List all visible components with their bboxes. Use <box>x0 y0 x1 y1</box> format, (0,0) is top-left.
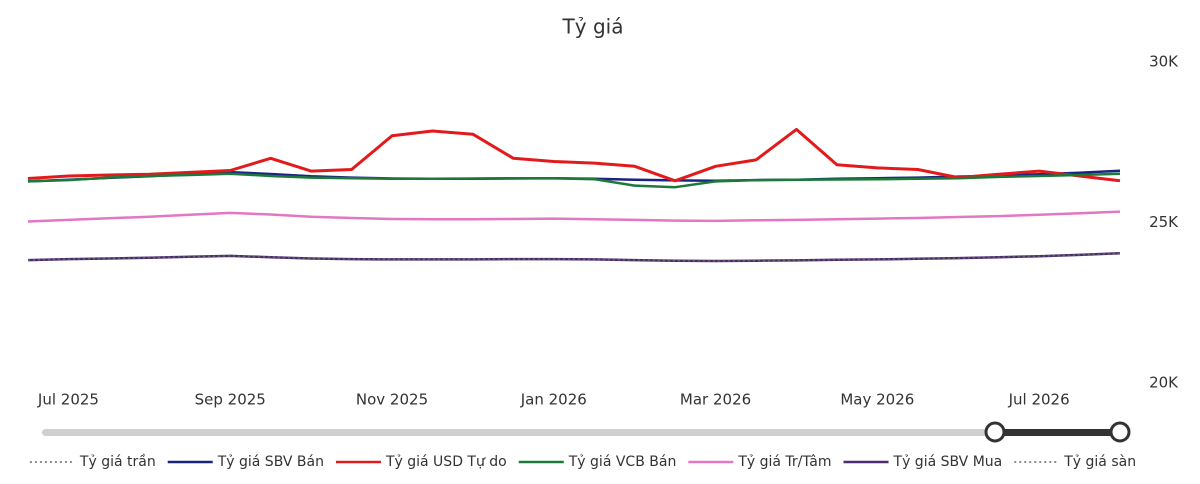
legend-label: Tỷ giá trần <box>79 454 156 470</box>
x-tick-label: Jul 2026 <box>1008 391 1070 409</box>
x-tick-label: Jan 2026 <box>520 391 587 409</box>
slider-range[interactable] <box>995 429 1120 436</box>
y-tick-label: 20K <box>1149 374 1179 392</box>
legend-label: Tỷ giá SBV Mua <box>893 454 1003 470</box>
series-line <box>27 127 1121 183</box>
legend-label: Tỷ giá VCB Bán <box>568 454 677 470</box>
x-tick-label: Jul 2025 <box>37 391 99 409</box>
slider-track[interactable] <box>42 429 998 436</box>
legend: Tỷ giá trần Tỷ giá SBV Bán Tỷ giá USD Tự d… <box>29 454 1136 470</box>
series-line <box>27 210 1121 223</box>
x-tick-label: Nov 2025 <box>356 391 428 409</box>
x-tick-label: Sep 2025 <box>195 391 266 409</box>
y-tick-label: 30K <box>1149 53 1179 71</box>
legend-label: Tỷ giá sàn <box>1063 454 1136 470</box>
slider-handle[interactable] <box>1109 421 1131 443</box>
series-line <box>27 172 1121 189</box>
legend-label: Tỷ giá SBV Bán <box>217 454 324 470</box>
x-tick-label: Mar 2026 <box>680 391 751 409</box>
y-tick-label: 25K <box>1149 213 1179 231</box>
legend-label: Tỷ giá Tr/Tâm <box>737 454 831 470</box>
legend-label: Tỷ giá USD Tự do <box>385 454 507 470</box>
chart-title: Tỷ giá <box>562 15 624 39</box>
series-line <box>27 252 1121 262</box>
slider-handle[interactable] <box>984 421 1006 443</box>
x-tick-label: May 2026 <box>840 391 914 409</box>
